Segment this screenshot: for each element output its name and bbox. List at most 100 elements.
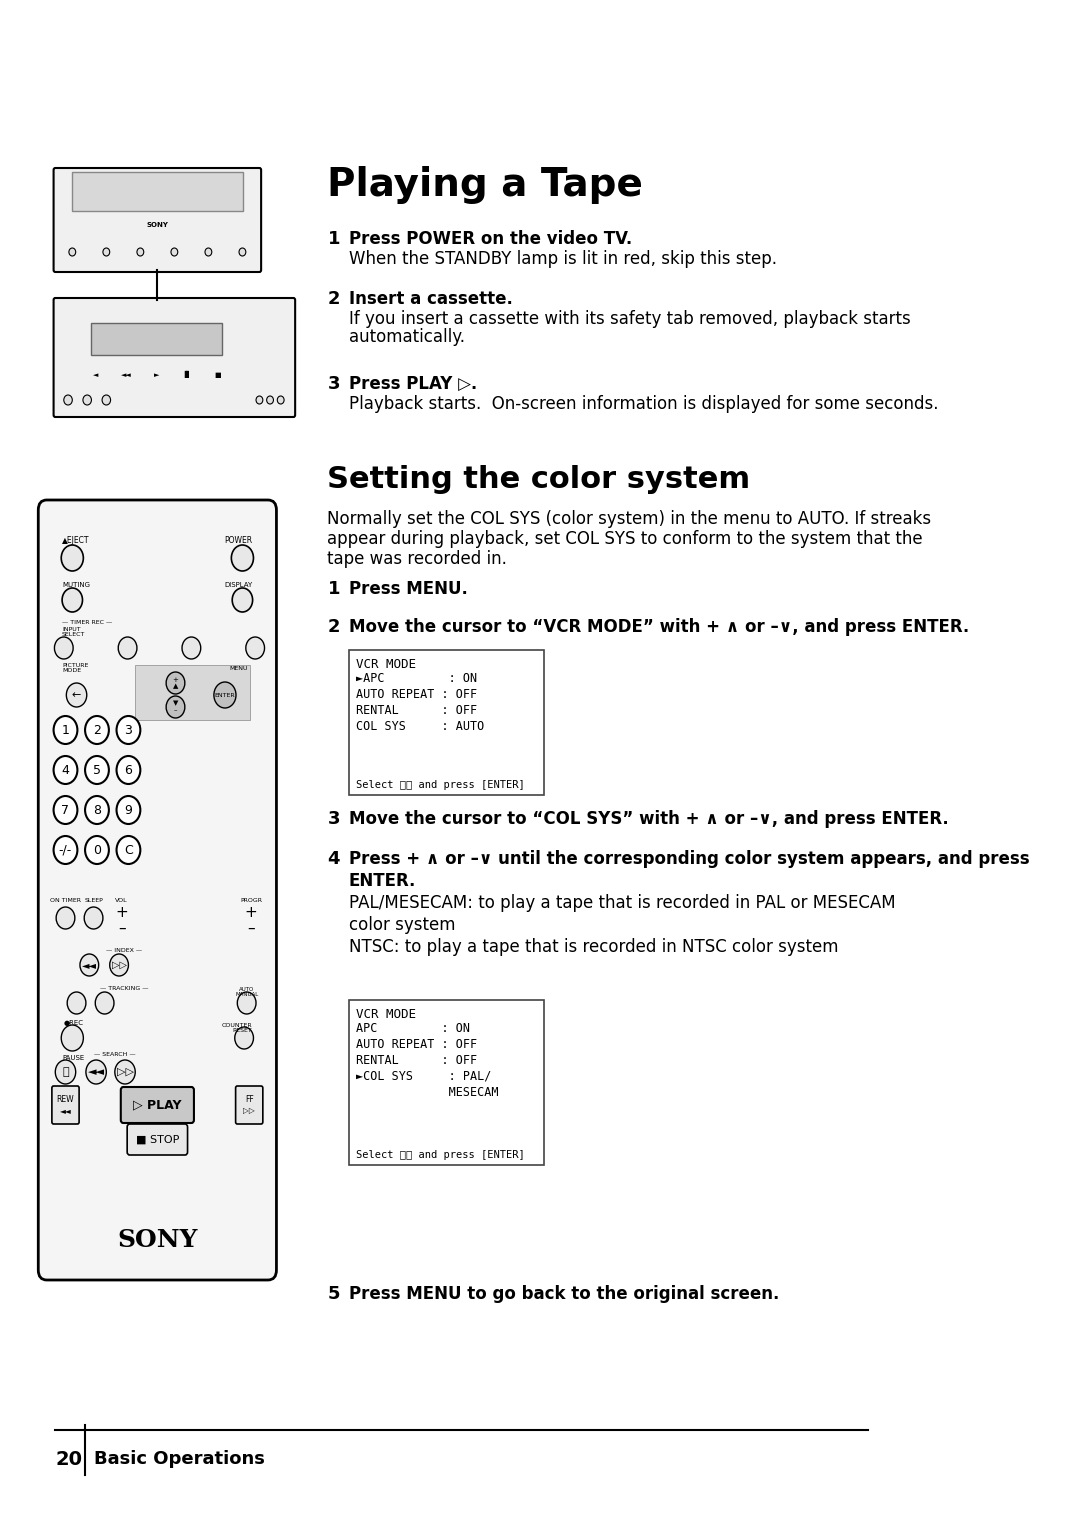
Circle shape — [54, 756, 78, 784]
Circle shape — [117, 756, 140, 784]
Text: AUTO
MANUAL: AUTO MANUAL — [235, 987, 258, 998]
Text: 3: 3 — [327, 374, 340, 393]
Circle shape — [114, 1060, 135, 1083]
Text: ►COL SYS     : PAL/: ►COL SYS : PAL/ — [355, 1070, 491, 1082]
Text: When the STANDBY lamp is lit in red, skip this step.: When the STANDBY lamp is lit in red, ski… — [349, 251, 777, 267]
Text: 2: 2 — [327, 290, 340, 309]
Text: NTSC: to play a tape that is recorded in NTSC color system: NTSC: to play a tape that is recorded in… — [349, 938, 838, 957]
Text: If you insert a cassette with its safety tab removed, playback starts: If you insert a cassette with its safety… — [349, 310, 910, 329]
FancyBboxPatch shape — [38, 500, 276, 1280]
Circle shape — [117, 796, 140, 824]
Circle shape — [231, 545, 254, 571]
Text: ▷ PLAY: ▷ PLAY — [133, 1099, 181, 1111]
Text: AUTO REPEAT : OFF: AUTO REPEAT : OFF — [355, 688, 476, 700]
Circle shape — [214, 681, 237, 707]
Circle shape — [95, 992, 114, 1015]
Text: ►APC         : ON: ►APC : ON — [355, 671, 476, 685]
Text: 4: 4 — [327, 850, 340, 868]
Text: Basic Operations: Basic Operations — [94, 1450, 265, 1468]
Text: ■ STOP: ■ STOP — [136, 1135, 179, 1144]
Text: AUTO REPEAT : OFF: AUTO REPEAT : OFF — [355, 1038, 476, 1051]
Text: — INDEX —: — INDEX — — [106, 947, 143, 952]
Circle shape — [103, 248, 110, 257]
Text: Move the cursor to “COL SYS” with + ∧ or –∨, and press ENTER.: Move the cursor to “COL SYS” with + ∧ or… — [349, 810, 948, 828]
Text: ◄◄: ◄◄ — [82, 960, 97, 970]
Text: MENU: MENU — [230, 666, 248, 671]
Text: Normally set the COL SYS (color system) in the menu to AUTO. If streaks: Normally set the COL SYS (color system) … — [327, 510, 932, 529]
Text: APC         : ON: APC : ON — [355, 1022, 470, 1034]
Circle shape — [137, 248, 144, 257]
Text: 3: 3 — [327, 810, 340, 828]
Circle shape — [256, 396, 262, 403]
Text: C: C — [124, 843, 133, 857]
Text: PROGR: PROGR — [240, 897, 262, 903]
Text: ◄: ◄ — [93, 371, 98, 377]
Text: Press MENU to go back to the original screen.: Press MENU to go back to the original sc… — [349, 1285, 779, 1303]
Text: ▷▷: ▷▷ — [111, 960, 126, 970]
Circle shape — [117, 836, 140, 863]
Circle shape — [55, 1060, 76, 1083]
Text: ENTER: ENTER — [215, 692, 235, 697]
FancyBboxPatch shape — [54, 168, 261, 272]
Text: PAUSE: PAUSE — [62, 1054, 84, 1060]
Circle shape — [166, 695, 185, 718]
Circle shape — [85, 756, 109, 784]
Text: 2: 2 — [93, 723, 100, 736]
Text: ▐▌: ▐▌ — [181, 371, 192, 379]
Circle shape — [205, 248, 212, 257]
Circle shape — [67, 992, 86, 1015]
Text: Press POWER on the video TV.: Press POWER on the video TV. — [349, 231, 632, 248]
Text: +: + — [116, 905, 129, 920]
Text: REW
◄◄: REW ◄◄ — [56, 1096, 75, 1115]
Bar — [349, 999, 544, 1164]
Text: — TIMER REC —: — TIMER REC — — [62, 619, 112, 625]
Text: DISPLAY: DISPLAY — [225, 582, 253, 588]
Text: +: + — [244, 905, 257, 920]
Circle shape — [183, 637, 201, 659]
Text: +
▲: + ▲ — [173, 677, 178, 689]
FancyBboxPatch shape — [127, 1125, 188, 1155]
Circle shape — [171, 248, 178, 257]
Bar — [71, 173, 243, 211]
Text: ENTER.: ENTER. — [349, 872, 416, 889]
Text: VCR MODE: VCR MODE — [355, 657, 416, 671]
Circle shape — [84, 908, 103, 929]
Text: PAL/MESECAM: to play a tape that is recorded in PAL or MESECAM: PAL/MESECAM: to play a tape that is reco… — [349, 894, 895, 912]
Circle shape — [239, 248, 246, 257]
Text: RENTAL      : OFF: RENTAL : OFF — [355, 1053, 476, 1067]
Circle shape — [80, 953, 98, 976]
Text: ◄◄: ◄◄ — [121, 371, 132, 377]
Bar — [135, 665, 251, 720]
Text: ●REC: ●REC — [64, 1021, 84, 1025]
Text: tape was recorded in.: tape was recorded in. — [327, 550, 508, 568]
FancyBboxPatch shape — [235, 1086, 262, 1125]
Circle shape — [278, 396, 284, 403]
Text: automatically.: automatically. — [349, 329, 464, 345]
Text: ⏸: ⏸ — [63, 1067, 69, 1077]
FancyBboxPatch shape — [121, 1086, 194, 1123]
Circle shape — [85, 717, 109, 744]
Circle shape — [117, 717, 140, 744]
Text: Select ⨧⨧ and press [ENTER]: Select ⨧⨧ and press [ENTER] — [355, 1151, 524, 1160]
Text: -/-: -/- — [59, 843, 72, 857]
Circle shape — [85, 836, 109, 863]
Text: POWER: POWER — [225, 535, 253, 544]
Text: ►: ► — [153, 371, 159, 377]
Text: — SEARCH —: — SEARCH — — [94, 1051, 135, 1056]
FancyBboxPatch shape — [52, 1086, 79, 1125]
Circle shape — [83, 396, 92, 405]
Text: 1: 1 — [327, 231, 340, 248]
Circle shape — [64, 396, 72, 405]
Circle shape — [85, 796, 109, 824]
Circle shape — [62, 588, 82, 613]
Text: 5: 5 — [327, 1285, 340, 1303]
Circle shape — [103, 396, 110, 405]
Text: 8: 8 — [93, 804, 100, 816]
Circle shape — [246, 637, 265, 659]
Text: FF
▷▷: FF ▷▷ — [243, 1096, 255, 1115]
Text: 1: 1 — [62, 723, 69, 736]
Text: Press PLAY ▷.: Press PLAY ▷. — [349, 374, 477, 393]
Bar — [349, 649, 544, 795]
Text: appear during playback, set COL SYS to conform to the system that the: appear during playback, set COL SYS to c… — [327, 530, 923, 549]
Text: –: – — [118, 920, 125, 935]
